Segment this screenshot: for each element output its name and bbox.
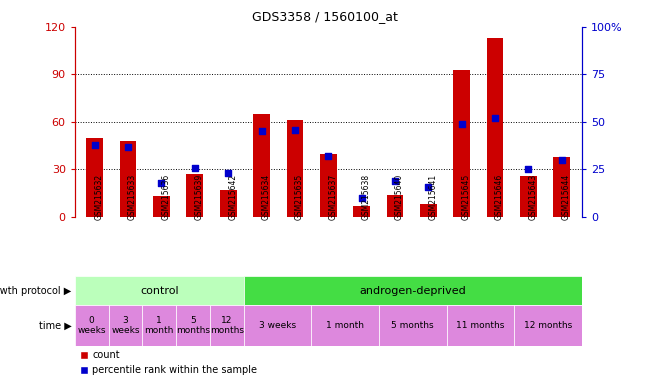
Text: 5 months: 5 months xyxy=(391,321,434,330)
Point xyxy=(323,153,333,159)
Bar xyxy=(453,70,470,217)
Bar xyxy=(187,174,203,217)
Bar xyxy=(379,305,447,346)
Point xyxy=(423,184,434,190)
Point xyxy=(223,170,233,176)
Text: androgen-deprived: androgen-deprived xyxy=(359,286,466,296)
Bar xyxy=(244,305,311,346)
Text: control: control xyxy=(140,286,179,296)
Bar xyxy=(176,305,210,346)
Text: GSM215635: GSM215635 xyxy=(295,174,304,220)
Text: GSM215633: GSM215633 xyxy=(128,174,137,220)
Text: 1
month: 1 month xyxy=(144,316,174,335)
Bar xyxy=(75,305,109,346)
Text: growth protocol ▶: growth protocol ▶ xyxy=(0,286,72,296)
Point xyxy=(490,115,501,121)
Bar xyxy=(244,276,582,305)
Bar xyxy=(311,305,379,346)
Text: GSM215632: GSM215632 xyxy=(95,174,104,220)
Text: GSM215646: GSM215646 xyxy=(495,174,504,220)
Text: GSM215642: GSM215642 xyxy=(228,174,237,220)
Text: GSM215639: GSM215639 xyxy=(195,174,204,220)
Point xyxy=(156,180,166,186)
Bar xyxy=(387,195,403,217)
Bar xyxy=(86,138,103,217)
Legend: count, percentile rank within the sample: count, percentile rank within the sample xyxy=(79,351,257,375)
Point xyxy=(90,142,100,148)
Bar xyxy=(320,154,337,217)
Bar xyxy=(153,196,170,217)
Bar xyxy=(353,206,370,217)
Bar xyxy=(75,276,244,305)
Bar xyxy=(109,305,142,346)
Bar xyxy=(487,38,503,217)
Point xyxy=(256,128,266,134)
Bar xyxy=(210,305,244,346)
Bar xyxy=(287,120,304,217)
Text: 1 month: 1 month xyxy=(326,321,364,330)
Text: 3 weeks: 3 weeks xyxy=(259,321,296,330)
Text: 12 months: 12 months xyxy=(524,321,572,330)
Text: 11 months: 11 months xyxy=(456,321,504,330)
Bar xyxy=(420,204,437,217)
Text: 5
months: 5 months xyxy=(176,316,210,335)
Text: GSM215644: GSM215644 xyxy=(562,174,571,220)
Bar xyxy=(254,114,270,217)
Text: time ▶: time ▶ xyxy=(39,320,72,331)
Text: GSM215634: GSM215634 xyxy=(261,174,270,220)
Text: GSM215643: GSM215643 xyxy=(528,174,538,220)
Text: GSM215645: GSM215645 xyxy=(462,174,471,220)
Text: 0
weeks: 0 weeks xyxy=(77,316,106,335)
Point xyxy=(390,178,400,184)
Text: GSM215641: GSM215641 xyxy=(428,174,437,220)
Bar xyxy=(514,305,582,346)
Point xyxy=(190,164,200,170)
Text: GSM215640: GSM215640 xyxy=(395,174,404,220)
Point xyxy=(356,195,367,201)
Point xyxy=(456,121,467,127)
Text: GSM215637: GSM215637 xyxy=(328,174,337,220)
Bar xyxy=(447,305,514,346)
Bar xyxy=(220,190,237,217)
Point xyxy=(556,157,567,163)
Text: 12
months: 12 months xyxy=(210,316,244,335)
Point xyxy=(123,144,133,150)
Bar xyxy=(520,176,537,217)
Point xyxy=(290,126,300,132)
Bar xyxy=(553,157,570,217)
Text: GSM215636: GSM215636 xyxy=(161,174,170,220)
Bar xyxy=(120,141,136,217)
Point xyxy=(523,166,534,172)
Text: GDS3358 / 1560100_at: GDS3358 / 1560100_at xyxy=(252,10,398,23)
Text: GSM215638: GSM215638 xyxy=(361,174,370,220)
Bar xyxy=(142,305,176,346)
Text: 3
weeks: 3 weeks xyxy=(111,316,140,335)
